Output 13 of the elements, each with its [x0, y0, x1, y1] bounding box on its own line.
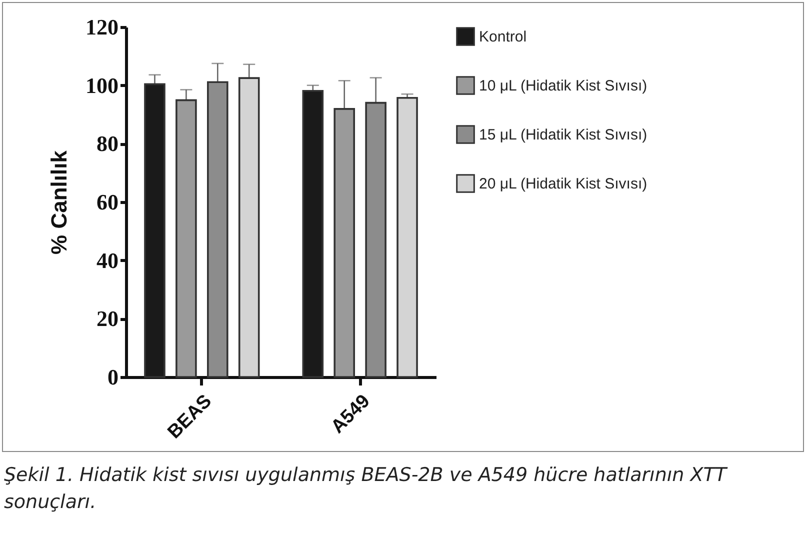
legend-label: Kontrol	[479, 28, 527, 46]
legend-label: 20 μL (Hidatik Kist Sıvısı)	[479, 176, 648, 192]
y-tick-label: 40	[96, 248, 118, 273]
legend-label: 10 μL (Hidatik Kist Sıvısı)	[479, 78, 648, 94]
y-tick-label: 80	[96, 131, 118, 156]
y-tick-label: 20	[96, 306, 118, 332]
legend-label: 15 μL (Hidatik Kist Sıvısı)	[479, 126, 648, 144]
y-tick-label: 60	[96, 190, 118, 214]
y-tick-label: 0	[108, 364, 118, 390]
y-tick-label: 100	[86, 72, 118, 98]
text: Şekil 1. Hidatik kist sıvısı uygulanmış BEAS-2B ve A549 hücre hatlarının XTT sonuçları.	[4, 463, 729, 515]
y-tick-label: 120	[86, 14, 118, 40]
y-axis-title: % Canlılık	[46, 150, 72, 254]
